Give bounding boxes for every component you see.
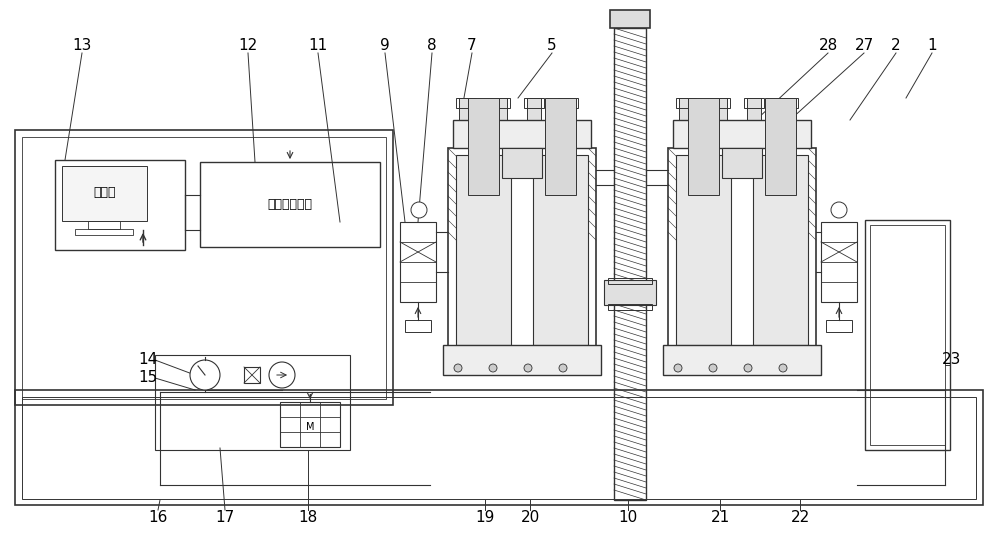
Bar — [781, 98, 795, 120]
Bar — [155, 355, 350, 450]
Circle shape — [744, 364, 752, 372]
Circle shape — [524, 364, 532, 372]
Bar — [870, 225, 945, 445]
Bar — [456, 155, 511, 345]
Text: 22: 22 — [790, 510, 810, 525]
Bar — [400, 222, 436, 302]
Bar — [502, 148, 542, 178]
Bar — [405, 320, 431, 332]
Bar — [280, 402, 340, 447]
Text: 28: 28 — [818, 38, 838, 53]
Text: 工控机: 工控机 — [94, 187, 116, 199]
Bar — [821, 222, 857, 302]
Text: 2: 2 — [891, 38, 901, 53]
Circle shape — [411, 202, 427, 218]
Text: 5: 5 — [547, 38, 557, 53]
Bar — [865, 220, 950, 450]
Bar — [673, 120, 811, 148]
Bar — [668, 148, 816, 365]
Circle shape — [831, 202, 847, 218]
Bar — [15, 130, 393, 405]
Text: 10: 10 — [618, 510, 638, 525]
Bar — [608, 278, 652, 284]
Text: 8: 8 — [427, 38, 437, 53]
Bar — [753, 155, 808, 345]
Text: 20: 20 — [520, 510, 540, 525]
Circle shape — [489, 364, 497, 372]
Bar — [75, 229, 133, 235]
Circle shape — [454, 364, 462, 372]
Bar — [545, 98, 576, 195]
Text: 23: 23 — [942, 353, 962, 368]
Bar — [62, 166, 147, 221]
Text: 16: 16 — [148, 510, 168, 525]
Circle shape — [674, 364, 682, 372]
Text: M: M — [306, 422, 314, 432]
Bar — [826, 320, 852, 332]
Bar — [679, 98, 693, 120]
Text: 11: 11 — [308, 38, 328, 53]
Bar — [459, 98, 473, 120]
Bar — [55, 160, 185, 250]
Bar — [663, 345, 821, 375]
Bar — [453, 120, 591, 148]
Text: 1: 1 — [927, 38, 937, 53]
Bar — [524, 98, 544, 108]
Bar — [15, 390, 983, 505]
Bar — [443, 345, 601, 375]
Bar — [676, 155, 731, 345]
Text: 18: 18 — [298, 510, 318, 525]
Bar — [22, 137, 386, 399]
Bar — [490, 98, 510, 108]
Text: 17: 17 — [215, 510, 235, 525]
Text: 21: 21 — [710, 510, 730, 525]
Bar — [493, 98, 507, 120]
Bar — [533, 155, 588, 345]
Circle shape — [709, 364, 717, 372]
Text: 14: 14 — [138, 353, 158, 368]
Bar — [22, 397, 976, 499]
Bar — [200, 162, 380, 247]
Bar — [561, 98, 575, 120]
Text: 13: 13 — [72, 38, 92, 53]
Bar — [713, 98, 727, 120]
Bar — [527, 98, 541, 120]
Text: 15: 15 — [138, 370, 158, 385]
Bar — [610, 10, 650, 28]
Circle shape — [190, 360, 220, 390]
Bar — [614, 28, 646, 500]
Text: 数据采集模块: 数据采集模块 — [268, 197, 312, 211]
Bar — [448, 148, 596, 365]
Circle shape — [559, 364, 567, 372]
Bar — [558, 98, 578, 108]
Bar — [604, 280, 656, 305]
Bar — [244, 367, 260, 383]
Bar — [710, 98, 730, 108]
Bar — [765, 98, 796, 195]
Bar — [688, 98, 719, 195]
Text: 12: 12 — [238, 38, 258, 53]
Text: 19: 19 — [475, 510, 495, 525]
Text: 9: 9 — [380, 38, 390, 53]
Circle shape — [779, 364, 787, 372]
Bar — [88, 221, 120, 229]
Bar — [676, 98, 696, 108]
Bar — [778, 98, 798, 108]
Bar — [744, 98, 764, 108]
Circle shape — [269, 362, 295, 388]
Bar — [722, 148, 762, 178]
Text: 27: 27 — [854, 38, 874, 53]
Bar — [747, 98, 761, 120]
Bar — [608, 304, 652, 310]
Bar — [468, 98, 499, 195]
Bar — [456, 98, 476, 108]
Text: 7: 7 — [467, 38, 477, 53]
